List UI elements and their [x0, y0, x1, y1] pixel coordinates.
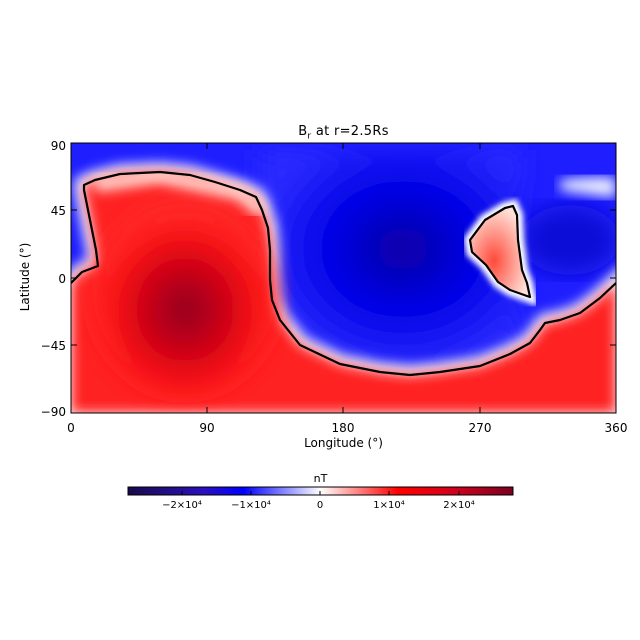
neutral-line-contour — [71, 170, 616, 377]
title-main: B — [298, 124, 308, 139]
colorbar-tick-minus1e4: −1×10⁴ — [231, 500, 271, 511]
colorbar-title: nT — [313, 472, 328, 485]
xtick-0: 0 — [67, 421, 75, 435]
x-ticks — [206, 143, 481, 413]
xtick-360: 360 — [604, 421, 628, 435]
y-ticks — [71, 209, 616, 346]
colorbar-tick-0: 0 — [316, 500, 324, 511]
ytick-90: 90 — [50, 139, 66, 153]
xtick-180: 180 — [331, 421, 355, 435]
heatmap-field — [71, 143, 616, 413]
ytick-45: 45 — [50, 204, 66, 218]
ytick-minus45: −45 — [40, 339, 66, 353]
ytick-0: 0 — [58, 272, 66, 286]
ytick-minus90: −90 — [40, 405, 66, 419]
title-subscript: r — [307, 131, 312, 142]
y-axis-label: Latitude (°) — [18, 242, 32, 312]
colorbar-tick-2e4: 2×10⁴ — [443, 500, 475, 511]
colorbar-tick-minus2e4: −2×10⁴ — [162, 500, 202, 511]
xtick-270: 270 — [468, 421, 492, 435]
x-axis-label: Longitude (°) — [304, 436, 383, 450]
chart-title: Br at r=2.5Rs — [71, 124, 616, 142]
xtick-90: 90 — [199, 421, 215, 435]
colorbar-ticks — [181, 491, 460, 495]
title-rest: at r=2.5Rs — [311, 124, 389, 139]
colorbar-tick-1e4: 1×10⁴ — [373, 500, 405, 511]
